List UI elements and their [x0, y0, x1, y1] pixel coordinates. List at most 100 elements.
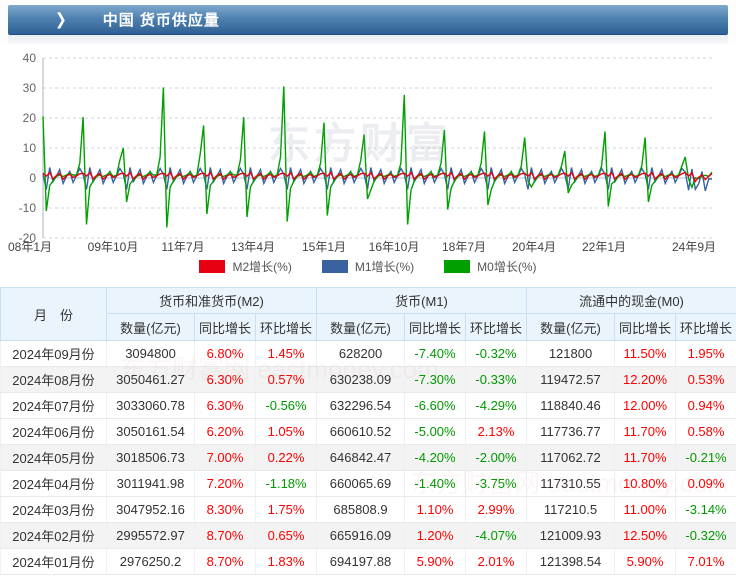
- m0-mom-cell: -3.14%: [675, 496, 736, 523]
- table-row: 2024年07月份 3033060.78 6.30% -0.56% 632296…: [0, 392, 736, 419]
- svg-text:24年9月: 24年9月: [672, 240, 716, 254]
- m2-quantity-cell: 3047952.16: [106, 496, 195, 523]
- m0-yoy-cell: 11.70%: [614, 418, 677, 445]
- legend-item-m1: M1增长(%): [321, 258, 415, 275]
- chart-area: 40 30 20 10 0 -10 -20 08年1月 09年10月 11年7月 13年4月 15年1…: [0, 44, 736, 256]
- table-sub-header-row: 数量(亿元) 同比增长 环比增长 数量(亿元) 同比增长 环比增长 数量(亿元)…: [1, 313, 736, 341]
- m1-quantity-cell: 665916.09: [316, 522, 406, 549]
- data-table-area: 月 份 货币和准货币(M2) 货币(M1) 流通中的现金(M0) 数量(亿元) …: [0, 287, 736, 575]
- m2-quantity-cell: 3050161.54: [106, 418, 195, 445]
- m2-group-header: 货币和准货币(M2): [105, 287, 318, 314]
- m2-yoy-cell: 6.20%: [194, 418, 256, 445]
- m2-yoy-cell: 8.70%: [194, 522, 256, 549]
- svg-text:08年1月: 08年1月: [8, 240, 52, 254]
- m0-quantity-cell: 117736.77: [526, 418, 616, 445]
- m2-mom-cell: -1.18%: [254, 470, 318, 497]
- m0-mom-header: 环比增长: [675, 313, 736, 341]
- m0-mom-cell: 0.58%: [675, 418, 736, 445]
- m1-mom-cell: 2.01%: [465, 548, 528, 575]
- month-cell: 2024年04月份: [0, 470, 107, 497]
- m1-yoy-cell: -7.30%: [404, 366, 467, 393]
- svg-text:13年4月: 13年4月: [231, 240, 275, 254]
- m0-group-header: 流通中的现金(M0): [526, 287, 736, 314]
- m2-mom-cell: 1.83%: [254, 548, 318, 575]
- m1-mom-cell: -0.33%: [465, 366, 528, 393]
- m2-quantity-cell: 3011941.98: [106, 470, 195, 497]
- m2-yoy-cell: 6.30%: [194, 366, 256, 393]
- m0-quantity-header: 数量(亿元): [526, 313, 616, 341]
- m0-yoy-cell: 11.70%: [614, 444, 677, 471]
- legend-label-m0: M0增长(%): [477, 259, 537, 274]
- svg-text:09年10月: 09年10月: [88, 240, 139, 254]
- m0-mom-cell: 7.01%: [675, 548, 736, 575]
- month-cell: 2024年07月份: [0, 392, 107, 419]
- m0-quantity-cell: 118840.46: [526, 392, 616, 419]
- table-group-header-row: 月 份 货币和准货币(M2) 货币(M1) 流通中的现金(M0): [0, 287, 736, 341]
- m1-quantity-cell: 632296.54: [316, 392, 406, 419]
- m1-yoy-cell: 1.20%: [404, 522, 467, 549]
- m0-quantity-cell: 117310.55: [526, 470, 616, 497]
- m1-mom-cell: -3.75%: [465, 470, 528, 497]
- m0-yoy-cell: 12.00%: [614, 392, 677, 419]
- m2-quantity-cell: 3050461.27: [106, 366, 195, 393]
- m1-yoy-cell: -6.60%: [404, 392, 467, 419]
- m2-color-swatch: [199, 259, 226, 273]
- table-row: 2024年05月份 3018506.73 7.00% 0.22% 646842.…: [0, 444, 736, 471]
- m1-yoy-cell: -5.00%: [404, 418, 467, 445]
- m2-mom-cell: 1.05%: [254, 418, 318, 445]
- m0-yoy-cell: 11.50%: [614, 340, 677, 367]
- m0-yoy-header: 同比增长: [614, 313, 677, 341]
- m0-quantity-cell: 121398.54: [526, 548, 616, 575]
- m0-quantity-cell: 117062.72: [526, 444, 616, 471]
- m1-yoy-header: 同比增长: [404, 313, 467, 341]
- svg-text:10: 10: [23, 141, 37, 155]
- svg-text:16年10月: 16年10月: [369, 240, 420, 254]
- svg-text:30: 30: [23, 81, 37, 95]
- m2-mom-cell: 1.45%: [254, 340, 318, 367]
- m2-yoy-cell: 8.70%: [194, 548, 256, 575]
- m2-quantity-cell: 2976250.2: [106, 548, 195, 575]
- m1-mom-cell: 2.13%: [465, 418, 528, 445]
- m0-yoy-cell: 10.80%: [614, 470, 677, 497]
- m0-quantity-cell: 121800: [526, 340, 616, 367]
- m0-yoy-cell: 12.20%: [614, 366, 677, 393]
- month-cell: 2024年09月份: [0, 340, 107, 367]
- svg-text:20: 20: [23, 111, 37, 125]
- m1-mom-cell: -2.00%: [465, 444, 528, 471]
- page-title: 中国 货币供应量: [102, 12, 220, 29]
- header-band: ❯ 中国 货币供应量: [0, 0, 736, 44]
- svg-text:40: 40: [23, 51, 37, 65]
- m2-mom-cell: 0.57%: [254, 366, 318, 393]
- header-divider: [8, 35, 728, 44]
- m1-color-swatch: [321, 259, 348, 273]
- svg-text:0: 0: [29, 171, 36, 185]
- m1-quantity-cell: 660065.69: [316, 470, 406, 497]
- chevron-right-icon: ❯: [55, 9, 67, 29]
- m0-quantity-cell: 121009.93: [526, 522, 616, 549]
- m2-yoy-cell: 7.20%: [194, 470, 256, 497]
- m1-mom-cell: -0.32%: [465, 340, 528, 367]
- m2-mom-cell: 0.22%: [254, 444, 318, 471]
- m2-quantity-cell: 3094800: [106, 340, 195, 367]
- m2-mom-cell: 0.65%: [254, 522, 318, 549]
- m0-mom-cell: 0.94%: [675, 392, 736, 419]
- m0-yoy-cell: 12.50%: [614, 522, 677, 549]
- m2-quantity-header: 数量(亿元): [106, 313, 195, 341]
- legend-label-m1: M1增长(%): [354, 259, 415, 274]
- m2-quantity-cell: 3033060.78: [106, 392, 195, 419]
- m1-yoy-cell: -1.40%: [404, 470, 467, 497]
- m1-quantity-cell: 694197.88: [316, 548, 406, 575]
- table-row: 2024年04月份 3011941.98 7.20% -1.18% 660065…: [0, 470, 736, 497]
- svg-text:20年4月: 20年4月: [512, 240, 556, 254]
- m1-yoy-cell: 1.10%: [404, 496, 467, 523]
- legend-item-m0: M0增长(%): [444, 258, 537, 275]
- m1-quantity-cell: 646842.47: [316, 444, 406, 471]
- m2-mom-cell: -0.56%: [254, 392, 318, 419]
- m0-color-swatch: [444, 259, 471, 273]
- m1-mom-cell: -4.29%: [465, 392, 528, 419]
- svg-text:18年7月: 18年7月: [442, 240, 486, 254]
- m2-quantity-cell: 2995572.97: [106, 522, 195, 549]
- table-row: 2024年03月份 3047952.16 8.30% 1.75% 685808.…: [0, 496, 736, 523]
